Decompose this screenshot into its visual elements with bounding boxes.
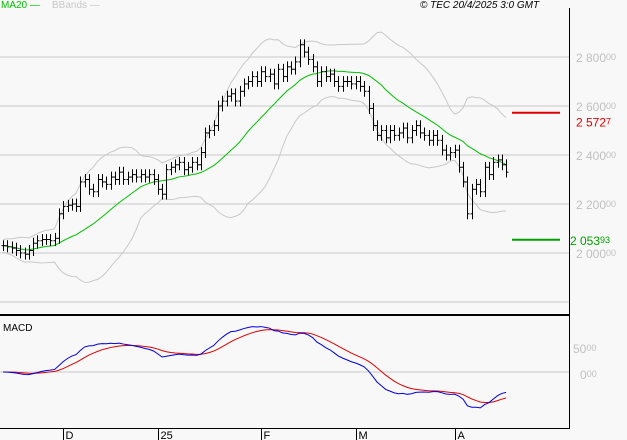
signal-line xyxy=(2,329,507,404)
price-tick-label: 2 80000 xyxy=(576,51,616,65)
macd-tick-label: 5000 xyxy=(573,342,596,356)
x-tick-label: 25 xyxy=(161,430,173,440)
price-tick-label: 2 40000 xyxy=(576,149,616,163)
bband-upper xyxy=(2,31,507,241)
bband-lower xyxy=(2,96,507,283)
ma20-line xyxy=(2,70,507,251)
copyright: © TEC 20/4/2025 3:0 GMT xyxy=(420,0,540,11)
price-tick-label: 2 20000 xyxy=(576,198,616,212)
x-tick-label: F xyxy=(264,430,271,440)
macd-line xyxy=(2,326,507,409)
price-tick-label: 2 00000 xyxy=(576,247,616,261)
macd-tick-label: 000 xyxy=(580,368,597,382)
price-tick-label: 2 60000 xyxy=(576,100,616,114)
legend-ma20: MA20 — xyxy=(1,0,40,11)
legend-bbands-label: BBands xyxy=(52,0,88,11)
level-marker-label: 2 5727 xyxy=(576,116,611,130)
x-tick-label: D xyxy=(66,430,74,440)
legend-bbands: BBands — xyxy=(52,0,100,11)
macd-label: MACD xyxy=(3,323,33,334)
level-marker-label: 2 05393 xyxy=(570,234,610,248)
x-tick-label: A xyxy=(458,430,466,440)
x-tick-label: M xyxy=(359,430,368,440)
legend-ma20-label: MA20 xyxy=(1,0,28,11)
